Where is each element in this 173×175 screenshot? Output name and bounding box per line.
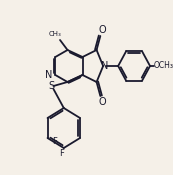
Text: OCH₃: OCH₃ [153, 61, 173, 71]
Text: S: S [48, 81, 55, 91]
Text: F: F [60, 149, 64, 159]
Text: O: O [98, 97, 106, 107]
Text: O: O [98, 25, 106, 35]
Text: CH₃: CH₃ [49, 31, 62, 37]
Text: N: N [45, 70, 52, 80]
Text: N: N [101, 61, 109, 71]
Text: F: F [52, 136, 57, 145]
